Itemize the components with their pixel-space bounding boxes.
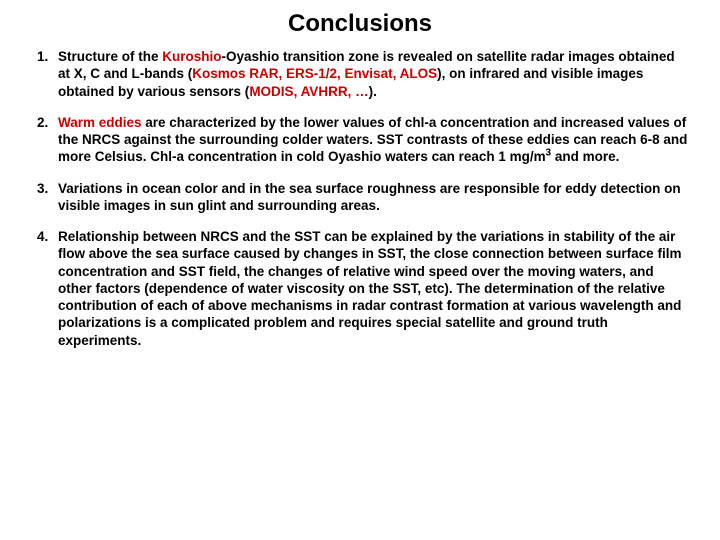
conclusion-item-2: Warm eddies are characterized by the low… [52, 114, 696, 166]
highlight-text: Kosmos RAR, ERS-1/2, Envisat, ALOS [192, 66, 437, 81]
slide: Conclusions Structure of the Kuroshio-Oy… [0, 0, 720, 540]
highlight-text: MODIS, AVHRR, … [249, 84, 368, 99]
conclusion-item-body: Variations in ocean color and in the sea… [52, 180, 696, 215]
conclusion-item-1: Structure of the Kuroshio-Oyashio transi… [52, 48, 696, 100]
conclusion-item-body: Structure of the Kuroshio-Oyashio transi… [52, 48, 696, 100]
conclusions-list: Structure of the Kuroshio-Oyashio transi… [24, 48, 696, 349]
conclusion-item-body: Warm eddies are characterized by the low… [52, 114, 696, 166]
highlight-text: Kuroshio [162, 49, 221, 64]
conclusion-item-body: Relationship between NRCS and the SST ca… [52, 228, 696, 349]
highlight-text: Warm eddies [58, 115, 142, 130]
conclusion-item-4: Relationship between NRCS and the SST ca… [52, 228, 696, 349]
conclusion-item-3: Variations in ocean color and in the sea… [52, 180, 696, 215]
slide-title: Conclusions [24, 10, 696, 38]
